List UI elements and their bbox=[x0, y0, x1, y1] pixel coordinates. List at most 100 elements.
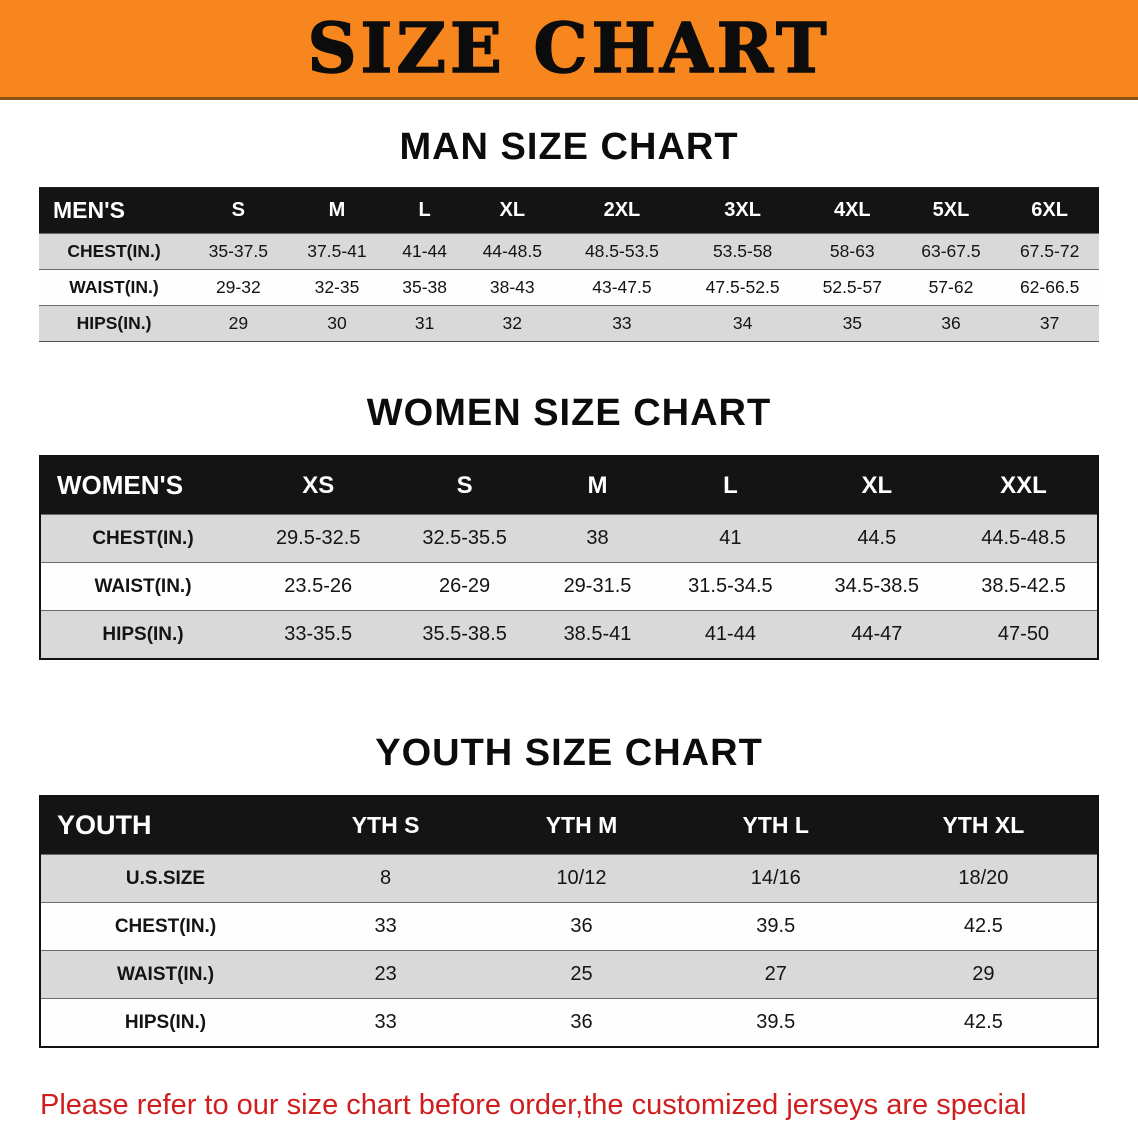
size-value-cell: 39.5 bbox=[681, 902, 870, 951]
size-value-cell: 25 bbox=[481, 950, 682, 999]
table-title-cell: MEN'S bbox=[39, 187, 189, 234]
size-value-cell: 29 bbox=[189, 305, 288, 342]
size-value-cell: 44-47 bbox=[803, 610, 950, 659]
size-value-cell: 29-31.5 bbox=[537, 562, 658, 611]
table-title-cell: YOUTH bbox=[40, 796, 290, 855]
size-value-cell: 39.5 bbox=[681, 998, 870, 1047]
men-size-table: MEN'S S M L XL 2XL 3XL 4XL 5XL 6XL CHEST(IN.) 35-37… bbox=[39, 187, 1099, 342]
size-header-cell: XL bbox=[462, 187, 562, 234]
size-header-cell: YTH S bbox=[290, 796, 482, 855]
size-chart-banner: SIZE CHART bbox=[0, 0, 1138, 100]
size-value-cell: 43-47.5 bbox=[561, 269, 683, 306]
row-label-cell: WAIST(IN.) bbox=[40, 562, 245, 611]
women-size-section: WOMEN SIZE CHART WOMEN'S XS S M L XL XXL CHEST(… bbox=[0, 392, 1138, 660]
table-row: WAIST(IN.) 23 25 27 29 bbox=[40, 950, 1098, 999]
size-value-cell: 33 bbox=[290, 998, 482, 1047]
youth-section-heading: YOUTH SIZE CHART bbox=[375, 732, 763, 774]
size-value-cell: 38.5-42.5 bbox=[949, 562, 1098, 611]
table-header-row: WOMEN'S XS S M L XL XXL bbox=[40, 456, 1098, 515]
table-title-cell: WOMEN'S bbox=[40, 456, 245, 515]
table-row: HIPS(IN.) 33 36 39.5 42.5 bbox=[40, 998, 1098, 1047]
size-value-cell: 35.5-38.5 bbox=[391, 610, 538, 659]
row-label-cell: CHEST(IN.) bbox=[40, 514, 245, 563]
table-row: HIPS(IN.) 33-35.5 35.5-38.5 38.5-41 41-44 44-… bbox=[40, 610, 1098, 659]
size-value-cell: 37.5-41 bbox=[287, 233, 387, 270]
size-value-cell: 42.5 bbox=[869, 902, 1098, 951]
row-label-cell: WAIST(IN.) bbox=[40, 950, 290, 999]
size-value-cell: 38-43 bbox=[462, 269, 562, 306]
women-size-table: WOMEN'S XS S M L XL XXL CHEST(IN.) 29.5-32.5 32.5… bbox=[39, 455, 1099, 660]
row-label-cell: U.S.SIZE bbox=[40, 854, 290, 903]
size-value-cell: 29.5-32.5 bbox=[245, 514, 392, 563]
size-header-cell: L bbox=[657, 456, 804, 515]
disclaimer-line-1: Please refer to our size chart before or… bbox=[40, 1089, 1027, 1132]
size-value-cell: 62-66.5 bbox=[1000, 269, 1099, 306]
size-header-cell: XXL bbox=[949, 456, 1098, 515]
size-header-cell: YTH M bbox=[481, 796, 682, 855]
size-value-cell: 36 bbox=[481, 998, 682, 1047]
table-row: HIPS(IN.) 29 30 31 32 33 34 35 36 37 bbox=[39, 305, 1099, 342]
size-value-cell: 57-62 bbox=[901, 269, 1001, 306]
size-value-cell: 32.5-35.5 bbox=[391, 514, 538, 563]
size-value-cell: 34 bbox=[682, 305, 803, 342]
size-value-cell: 47-50 bbox=[949, 610, 1098, 659]
disclaimer-note: Please refer to our size chart before or… bbox=[40, 1086, 1118, 1132]
table-row: CHEST(IN.) 29.5-32.5 32.5-35.5 38 41 44.5 44.5… bbox=[40, 514, 1098, 563]
size-value-cell: 47.5-52.5 bbox=[682, 269, 803, 306]
size-header-cell: S bbox=[189, 187, 288, 234]
youth-size-table: YOUTH YTH S YTH M YTH L YTH XL U.S.SIZE 8 10/12… bbox=[39, 795, 1099, 1048]
size-header-cell: YTH L bbox=[681, 796, 870, 855]
size-value-cell: 29-32 bbox=[189, 269, 288, 306]
row-label-cell: WAIST(IN.) bbox=[39, 269, 189, 306]
size-value-cell: 38.5-41 bbox=[537, 610, 658, 659]
size-header-cell: 2XL bbox=[561, 187, 683, 234]
table-header-row: YOUTH YTH S YTH M YTH L YTH XL bbox=[40, 796, 1098, 855]
table-row: WAIST(IN.) 29-32 32-35 35-38 38-43 43-47.5 47.… bbox=[39, 269, 1099, 306]
table-row: CHEST(IN.) 35-37.5 37.5-41 41-44 44-48.5 48.5… bbox=[39, 233, 1099, 270]
men-size-section: MAN SIZE CHART MEN'S S M L XL 2XL 3XL 4XL 5XL 6XL… bbox=[0, 126, 1138, 342]
size-header-cell: M bbox=[287, 187, 387, 234]
row-label-cell: CHEST(IN.) bbox=[39, 233, 189, 270]
size-value-cell: 38 bbox=[537, 514, 658, 563]
size-value-cell: 44-48.5 bbox=[462, 233, 562, 270]
size-header-cell: 3XL bbox=[682, 187, 803, 234]
size-value-cell: 35-38 bbox=[386, 269, 463, 306]
size-value-cell: 23.5-26 bbox=[245, 562, 392, 611]
size-value-cell: 41 bbox=[657, 514, 804, 563]
size-value-cell: 31 bbox=[386, 305, 463, 342]
size-header-cell: 4XL bbox=[802, 187, 902, 234]
size-value-cell: 58-63 bbox=[802, 233, 902, 270]
table-row: U.S.SIZE 8 10/12 14/16 18/20 bbox=[40, 854, 1098, 903]
size-header-cell: M bbox=[537, 456, 658, 515]
size-value-cell: 63-67.5 bbox=[901, 233, 1001, 270]
size-header-cell: 5XL bbox=[901, 187, 1001, 234]
row-label-cell: HIPS(IN.) bbox=[39, 305, 189, 342]
size-header-cell: L bbox=[386, 187, 463, 234]
size-header-cell: XL bbox=[803, 456, 950, 515]
size-value-cell: 33 bbox=[561, 305, 683, 342]
size-value-cell: 34.5-38.5 bbox=[803, 562, 950, 611]
size-value-cell: 30 bbox=[287, 305, 387, 342]
table-row: CHEST(IN.) 33 36 39.5 42.5 bbox=[40, 902, 1098, 951]
size-value-cell: 32-35 bbox=[287, 269, 387, 306]
size-value-cell: 33 bbox=[290, 902, 482, 951]
size-value-cell: 14/16 bbox=[681, 854, 870, 903]
size-value-cell: 37 bbox=[1000, 305, 1099, 342]
size-value-cell: 44.5 bbox=[803, 514, 950, 563]
size-value-cell: 36 bbox=[481, 902, 682, 951]
size-header-cell: XS bbox=[245, 456, 392, 515]
table-row: WAIST(IN.) 23.5-26 26-29 29-31.5 31.5-34.5 34… bbox=[40, 562, 1098, 611]
size-value-cell: 26-29 bbox=[391, 562, 538, 611]
size-header-cell: YTH XL bbox=[869, 796, 1098, 855]
size-value-cell: 41-44 bbox=[386, 233, 463, 270]
size-value-cell: 36 bbox=[901, 305, 1001, 342]
size-value-cell: 42.5 bbox=[869, 998, 1098, 1047]
table-header-row: MEN'S S M L XL 2XL 3XL 4XL 5XL 6XL bbox=[39, 187, 1099, 234]
size-value-cell: 53.5-58 bbox=[682, 233, 803, 270]
size-value-cell: 35 bbox=[802, 305, 902, 342]
size-value-cell: 52.5-57 bbox=[802, 269, 902, 306]
banner-title: SIZE CHART bbox=[307, 8, 831, 90]
men-section-heading: MAN SIZE CHART bbox=[399, 126, 739, 168]
size-header-cell: S bbox=[391, 456, 538, 515]
size-value-cell: 18/20 bbox=[869, 854, 1098, 903]
